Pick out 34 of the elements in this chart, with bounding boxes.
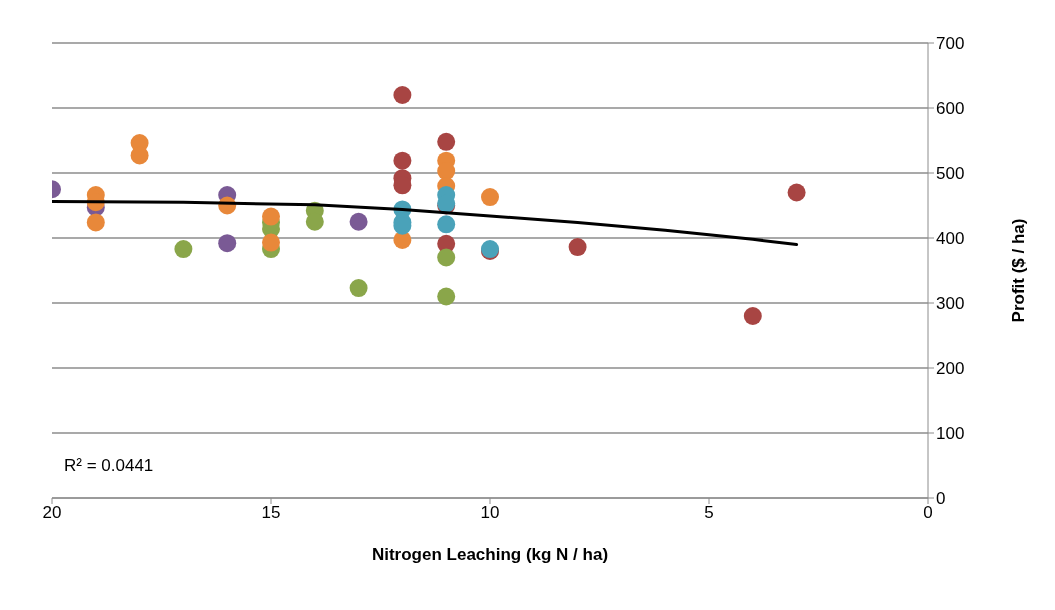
point — [393, 86, 412, 104]
point — [262, 233, 280, 252]
x-tick-label: 5 — [704, 503, 714, 523]
point — [437, 287, 456, 306]
y-tick-label: 500 — [936, 164, 965, 184]
point — [218, 234, 237, 253]
x-tick-label: 15 — [261, 503, 281, 523]
point — [437, 132, 456, 151]
y-tick-label: 600 — [936, 99, 965, 119]
y-tick-label: 100 — [936, 424, 965, 444]
point — [262, 207, 280, 226]
line-series — [52, 200, 799, 246]
y-tick-label: 0 — [936, 489, 946, 509]
y-axis-title: Profit ($ / ha) — [1009, 218, 1029, 323]
point — [481, 188, 499, 207]
annotation: R² = 0.0441 — [64, 456, 154, 476]
y-tick-label: 300 — [936, 294, 965, 314]
x-axis-title: Nitrogen Leaching (kg N / ha) — [371, 545, 609, 564]
y-tick-label: 200 — [936, 359, 965, 379]
x-tick-label: 10 — [480, 503, 500, 523]
point — [174, 240, 193, 259]
y-tick-label: 700 — [936, 34, 965, 54]
point — [743, 307, 762, 325]
point — [349, 279, 368, 298]
x-tick-label: 0 — [923, 503, 933, 523]
point — [393, 151, 412, 170]
point — [437, 215, 456, 234]
y-tick-label: 400 — [936, 229, 965, 249]
point — [86, 213, 105, 232]
point — [437, 248, 456, 267]
point — [787, 183, 806, 202]
point — [349, 212, 368, 231]
point — [568, 238, 587, 257]
x-tick-label: 20 — [42, 503, 62, 523]
